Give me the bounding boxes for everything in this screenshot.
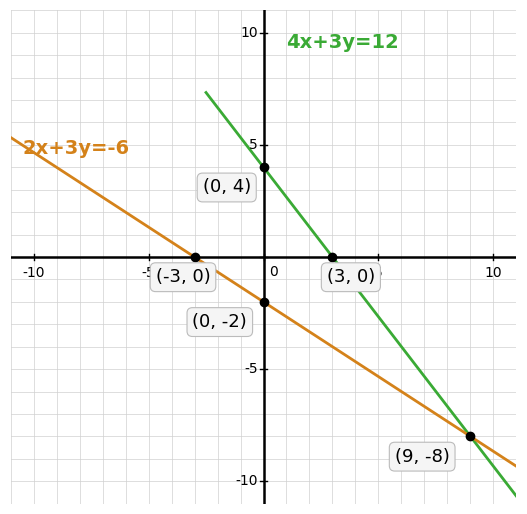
Text: -10: -10: [22, 266, 45, 280]
Text: (-3, 0): (-3, 0): [155, 268, 210, 286]
Text: 2x+3y=-6: 2x+3y=-6: [22, 139, 129, 158]
Text: -5: -5: [244, 362, 258, 376]
Text: (9, -8): (9, -8): [395, 448, 450, 466]
Text: 10: 10: [240, 26, 258, 40]
Text: 0: 0: [269, 265, 278, 279]
Text: (3, 0): (3, 0): [327, 268, 375, 286]
Text: 5: 5: [374, 266, 383, 280]
Text: (0, 4): (0, 4): [202, 178, 251, 196]
Text: 4x+3y=12: 4x+3y=12: [287, 33, 399, 52]
Text: (0, -2): (0, -2): [192, 313, 247, 331]
Text: 5: 5: [249, 138, 258, 152]
Text: 10: 10: [485, 266, 502, 280]
Text: -5: -5: [142, 266, 155, 280]
Text: -10: -10: [235, 474, 258, 488]
